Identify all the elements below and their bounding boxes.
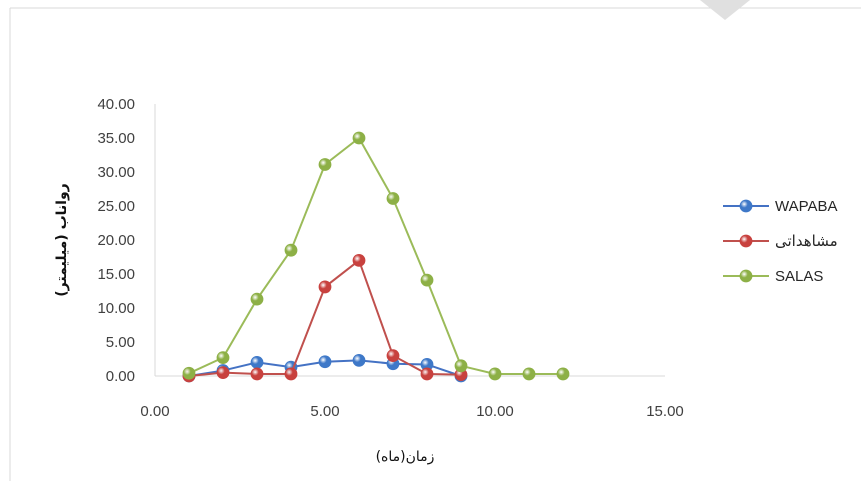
legend-label: WAPABA (775, 198, 838, 215)
y-tick-label: 0.00 (106, 368, 135, 385)
data-point (318, 355, 332, 369)
y-tick-label: 40.00 (97, 96, 135, 113)
y-tick-label: 35.00 (97, 130, 135, 147)
series-line (188, 136, 563, 375)
data-point (556, 367, 570, 381)
axes (154, 104, 665, 377)
y-tick-label: 25.00 (97, 198, 135, 215)
data-point (420, 367, 434, 381)
y-tick-label: 15.00 (97, 266, 135, 283)
legend-marker (739, 234, 753, 248)
y-tick-label: 30.00 (97, 164, 135, 181)
series-group (182, 131, 570, 381)
data-point (454, 359, 468, 373)
series-group (182, 253, 468, 383)
data-point (318, 158, 332, 171)
data-point (352, 131, 366, 145)
x-axis-title: زمان(ماه) (376, 449, 435, 465)
data-point (318, 280, 332, 294)
x-tick-labels: 0.00 5.00 10.00 15.00 (140, 403, 683, 420)
y-axis-title: رواناب (میلیمتر) (54, 183, 70, 296)
data-point (352, 353, 366, 367)
data-point (522, 367, 536, 381)
data-point (284, 367, 298, 381)
data-point (284, 243, 298, 257)
legend-marker (739, 269, 753, 283)
legend-label: SALAS (775, 268, 823, 285)
data-point (420, 273, 434, 287)
legend-label: مشاهداتی (775, 233, 838, 250)
decorative-arrow-shape (700, 0, 750, 20)
data-point (250, 367, 264, 381)
x-tick-label: 10.00 (476, 403, 514, 420)
data-point (250, 292, 264, 306)
x-tick-label: 15.00 (646, 403, 684, 420)
data-point (488, 367, 502, 381)
legend-marker (739, 199, 753, 213)
y-tick-labels: 0.00 5.00 10.00 15.00 20.00 25.00 30.00 35.00 40… (97, 96, 135, 385)
data-point (216, 351, 230, 365)
data-point (386, 192, 400, 205)
data-point (182, 366, 196, 380)
y-tick-label: 20.00 (97, 232, 135, 249)
legend-item: SALAS (723, 268, 823, 285)
legend-item: WAPABA (723, 198, 838, 215)
series-layer (182, 131, 570, 383)
data-point (250, 355, 264, 369)
y-tick-label: 10.00 (97, 300, 135, 317)
data-point (386, 349, 400, 363)
legend-item: مشاهداتی (723, 233, 838, 250)
y-tick-label: 5.00 (106, 334, 135, 351)
x-tick-label: 5.00 (310, 403, 339, 420)
data-point (352, 253, 366, 267)
x-tick-label: 0.00 (140, 403, 169, 420)
legend: WAPABA مشاهداتی SALAS (723, 198, 838, 285)
data-point (216, 366, 230, 380)
